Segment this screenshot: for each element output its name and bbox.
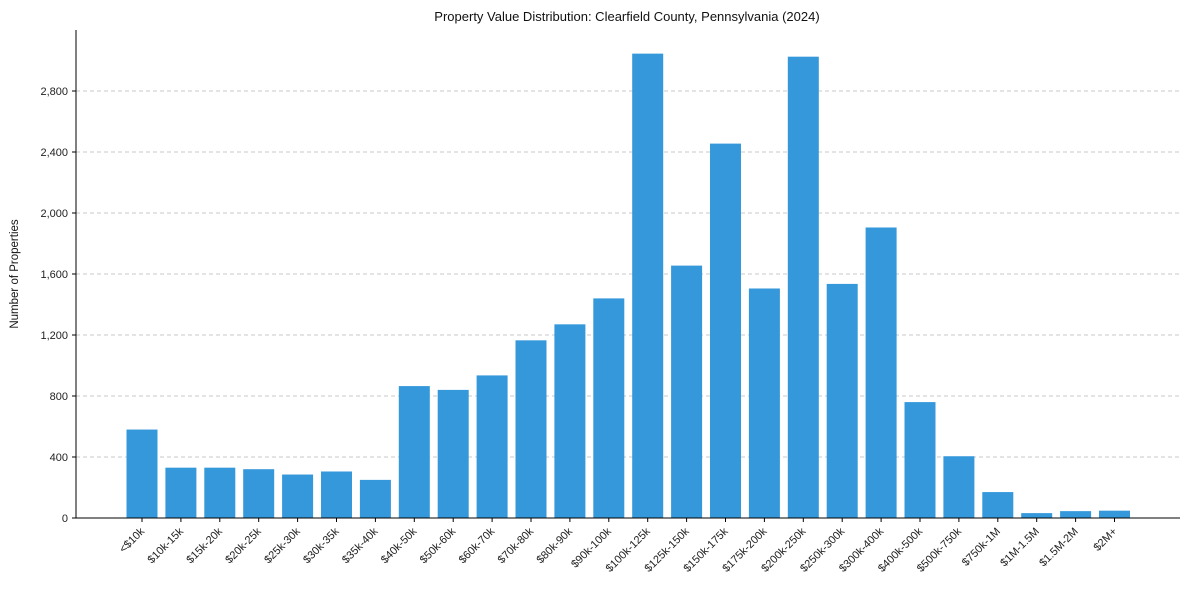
x-tick-label: $20k-25k (223, 525, 264, 566)
bar (476, 375, 508, 518)
bar (515, 340, 547, 518)
x-tick-label: $60k-70k (457, 525, 498, 566)
x-tick-label: $40k-50k (379, 525, 420, 566)
x-tick-label: $2M+ (1091, 526, 1119, 554)
y-axis-label: Number of Properties (9, 219, 21, 329)
gridlines (76, 90, 1180, 458)
bar (321, 471, 352, 518)
x-tick-label: $10k-15k (146, 525, 187, 566)
bar (593, 298, 625, 518)
bar (398, 386, 430, 518)
x-tick-label: $70k-80k (496, 525, 537, 566)
x-tick-label: $15k-20k (184, 525, 225, 566)
bar (710, 143, 741, 519)
bars (126, 53, 1130, 519)
bar (787, 56, 819, 518)
bar (865, 227, 897, 519)
bar (632, 53, 664, 518)
bar (904, 402, 936, 518)
bar (243, 469, 275, 518)
bar (1021, 513, 1053, 518)
x-tick-label: $30k-35k (301, 525, 342, 566)
chart-title: Property Value Distribution: Clearfield … (434, 9, 819, 24)
bar (282, 474, 314, 518)
y-tick-label: 2,800 (40, 86, 68, 98)
x-tick-label: <$10k (117, 525, 147, 555)
bar (554, 324, 586, 518)
x-tick-label: $35k-40k (340, 525, 381, 566)
bar (1060, 511, 1092, 518)
x-tick-label: $80k-90k (535, 525, 576, 566)
x-ticks: <$10k$10k-15k$15k-20k$20k-25k$25k-30k$30… (117, 518, 1120, 575)
bar (204, 467, 236, 518)
bar (982, 492, 1014, 518)
bar (671, 265, 703, 518)
bar (826, 283, 858, 518)
x-tick-label: $25k-30k (262, 525, 303, 566)
bar (943, 456, 975, 518)
y-tick-label: 2,400 (40, 147, 68, 159)
y-tick-label: 1,200 (40, 330, 68, 342)
x-tick-label: $1M-1.5M (998, 526, 1042, 570)
y-tick-label: 2,000 (40, 208, 68, 220)
bar (1099, 510, 1130, 518)
y-tick-label: 400 (50, 452, 68, 464)
y-tick-label: 1,600 (40, 269, 68, 281)
bar (437, 389, 469, 518)
x-tick-label: $750k-1M (960, 526, 1003, 569)
bar (126, 429, 158, 518)
bar (165, 467, 197, 518)
y-ticks: 0 400 800 1,200 1,600 2,000 2,400 2,800 (40, 86, 76, 525)
bar (359, 479, 391, 518)
x-tick-label: $50k-60k (418, 525, 459, 566)
bar (748, 288, 780, 518)
y-tick-label: 0 (62, 513, 68, 525)
x-tick-label: $1.5M-2M (1037, 526, 1081, 570)
y-tick-label: 800 (50, 391, 68, 403)
